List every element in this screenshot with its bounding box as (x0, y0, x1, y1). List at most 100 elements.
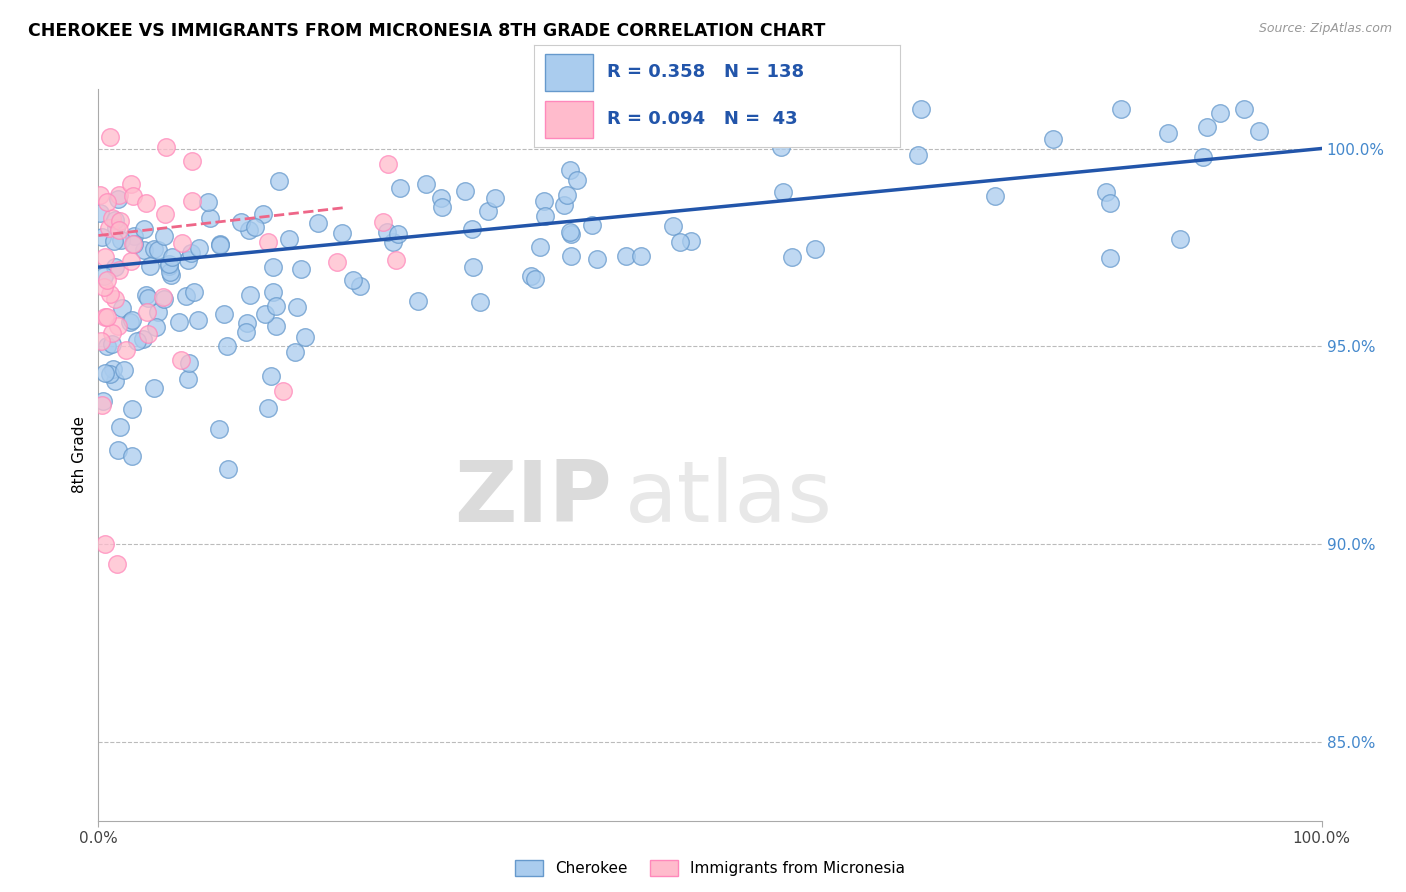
Point (477, 204, 499, 219)
Point (907, 148, 929, 162)
Point (1042, 131, 1064, 145)
Point (97, 221, 120, 235)
Point (160, 250, 183, 264)
Point (90, 399, 112, 413)
Point (212, 307, 235, 321)
Point (780, 250, 803, 264)
Point (256, 401, 278, 416)
Point (262, 260, 284, 275)
Point (679, 234, 702, 248)
Point (159, 265, 181, 279)
Point (93, 268, 115, 283)
Point (1197, 120, 1219, 135)
Point (560, 227, 582, 241)
Point (1168, 232, 1191, 246)
Point (307, 216, 329, 230)
Point (107, 443, 129, 458)
Point (93, 280, 115, 294)
Text: R = 0.358   N = 138: R = 0.358 N = 138 (607, 63, 804, 81)
Point (89, 187, 111, 202)
Point (430, 191, 453, 205)
Point (104, 293, 127, 307)
Point (170, 353, 193, 368)
Point (108, 213, 131, 227)
Point (387, 227, 409, 242)
Point (132, 332, 155, 346)
Point (294, 330, 316, 344)
Point (235, 316, 257, 330)
Point (120, 177, 142, 191)
Point (285, 300, 308, 314)
Point (235, 325, 257, 339)
Point (375, 225, 398, 239)
Point (94, 250, 117, 264)
Point (118, 316, 141, 330)
Point (157, 257, 180, 271)
Point (208, 237, 231, 252)
Text: ZIP: ZIP (454, 458, 612, 541)
Point (104, 374, 127, 388)
Point (89, 205, 111, 219)
Point (107, 223, 129, 237)
Point (349, 279, 371, 293)
Point (560, 249, 582, 263)
Point (555, 187, 578, 202)
Point (264, 319, 287, 334)
Point (183, 285, 205, 299)
Point (1247, 123, 1270, 137)
Point (910, 102, 932, 116)
Point (1157, 126, 1180, 140)
Point (254, 307, 277, 321)
Point (484, 191, 506, 205)
Point (108, 263, 131, 277)
Point (256, 235, 278, 250)
Point (284, 345, 307, 359)
Point (533, 194, 555, 208)
Point (120, 253, 142, 268)
Point (342, 273, 364, 287)
Point (277, 231, 299, 245)
Point (107, 319, 129, 334)
Point (122, 228, 145, 243)
Point (98, 129, 121, 144)
Point (108, 187, 131, 202)
Point (91, 393, 114, 408)
Point (90, 230, 112, 244)
Point (135, 287, 157, 301)
Point (96, 195, 118, 210)
Point (136, 326, 159, 341)
Point (187, 313, 209, 327)
Point (772, 185, 794, 199)
Point (153, 293, 176, 307)
Point (132, 222, 155, 236)
Point (523, 272, 546, 286)
Point (187, 241, 209, 255)
Point (160, 268, 183, 282)
Y-axis label: 8th Grade: 8th Grade (72, 417, 87, 493)
Point (198, 211, 221, 225)
Point (260, 368, 283, 383)
Point (122, 237, 145, 252)
Point (174, 289, 197, 303)
Point (96, 310, 118, 324)
Point (217, 462, 239, 476)
Point (197, 194, 219, 209)
Point (330, 226, 353, 240)
Point (167, 315, 190, 329)
Point (90, 334, 112, 349)
Point (134, 244, 156, 258)
Point (121, 313, 143, 327)
Point (1209, 106, 1232, 120)
Point (208, 238, 231, 252)
Point (262, 285, 284, 299)
Point (110, 420, 132, 434)
Point (371, 214, 394, 228)
Point (1099, 251, 1122, 265)
Point (142, 381, 165, 395)
Point (103, 234, 125, 248)
Point (529, 240, 551, 254)
Legend: Cherokee, Immigrants from Micronesia: Cherokee, Immigrants from Micronesia (509, 855, 911, 882)
Point (111, 301, 134, 315)
Point (290, 261, 312, 276)
Point (107, 192, 129, 206)
